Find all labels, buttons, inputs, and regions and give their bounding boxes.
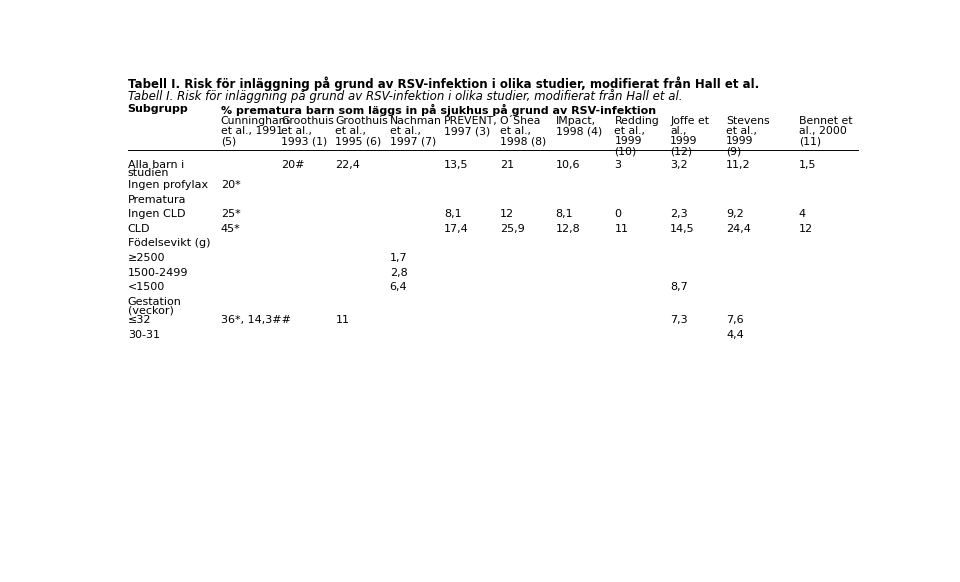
- Text: Prematura: Prematura: [128, 194, 186, 205]
- Text: ≤32: ≤32: [128, 315, 152, 325]
- Text: Groothuis: Groothuis: [335, 116, 388, 126]
- Text: 1999: 1999: [614, 136, 642, 146]
- Text: Nachman: Nachman: [390, 116, 442, 126]
- Text: 11: 11: [335, 315, 349, 325]
- Text: et al.,: et al.,: [614, 126, 645, 136]
- Text: 12: 12: [799, 224, 813, 234]
- Text: IMpact,: IMpact,: [556, 116, 595, 126]
- Text: 11,2: 11,2: [726, 160, 751, 170]
- Text: 11: 11: [614, 224, 629, 234]
- Text: et al.,: et al.,: [726, 126, 757, 136]
- Text: (10): (10): [614, 146, 636, 156]
- Text: et al.,: et al.,: [390, 126, 420, 136]
- Text: 4,4: 4,4: [726, 330, 744, 340]
- Text: 45*: 45*: [221, 224, 241, 234]
- Text: 1997 (3): 1997 (3): [444, 126, 491, 136]
- Text: 7,3: 7,3: [670, 315, 688, 325]
- Text: O´Shea: O´Shea: [500, 116, 541, 126]
- Text: 12,8: 12,8: [556, 224, 580, 234]
- Text: 6,4: 6,4: [390, 282, 407, 292]
- Text: PREVENT,: PREVENT,: [444, 116, 497, 126]
- Text: 3,2: 3,2: [670, 160, 688, 170]
- Text: Subgrupp: Subgrupp: [128, 104, 188, 113]
- Text: 2,3: 2,3: [670, 209, 688, 219]
- Text: et al., 1991: et al., 1991: [221, 126, 283, 136]
- Text: 17,4: 17,4: [444, 224, 468, 234]
- Text: 1,7: 1,7: [390, 253, 407, 263]
- Text: Ingen profylax: Ingen profylax: [128, 180, 208, 190]
- Text: 22,4: 22,4: [335, 160, 360, 170]
- Text: 8,1: 8,1: [444, 209, 462, 219]
- Text: 1998 (4): 1998 (4): [556, 126, 602, 136]
- Text: Ingen CLD: Ingen CLD: [128, 209, 185, 219]
- Text: 7,6: 7,6: [726, 315, 744, 325]
- Text: ≥2500: ≥2500: [128, 253, 165, 263]
- Text: (9): (9): [726, 146, 741, 156]
- Text: et al.,: et al.,: [335, 126, 367, 136]
- Text: (11): (11): [799, 136, 821, 146]
- Text: Stevens: Stevens: [726, 116, 770, 126]
- Text: 1998 (8): 1998 (8): [500, 136, 546, 146]
- Text: 25,9: 25,9: [500, 224, 524, 234]
- Text: Gestation: Gestation: [128, 297, 181, 307]
- Text: et al.,: et al.,: [281, 126, 312, 136]
- Text: Redding: Redding: [614, 116, 660, 126]
- Text: Tabell I. Risk för inläggning på grund av RSV-infektion i olika studier, modifie: Tabell I. Risk för inläggning på grund a…: [128, 76, 759, 91]
- Text: 20*: 20*: [221, 180, 241, 190]
- Text: 0: 0: [614, 209, 621, 219]
- Text: 1993 (1): 1993 (1): [281, 136, 327, 146]
- Text: et al.,: et al.,: [500, 126, 531, 136]
- Text: 36*, 14,3##: 36*, 14,3##: [221, 315, 291, 325]
- Text: 24,4: 24,4: [726, 224, 751, 234]
- Text: 1999: 1999: [670, 136, 698, 146]
- Text: 14,5: 14,5: [670, 224, 695, 234]
- Text: 1500-2499: 1500-2499: [128, 268, 188, 278]
- Text: Cunningham: Cunningham: [221, 116, 290, 126]
- Text: (5): (5): [221, 136, 236, 146]
- Text: 25*: 25*: [221, 209, 241, 219]
- Text: 12: 12: [500, 209, 514, 219]
- Text: 30-31: 30-31: [128, 330, 159, 340]
- Text: Joffe et: Joffe et: [670, 116, 709, 126]
- Text: (veckor): (veckor): [128, 306, 174, 315]
- Text: 9,2: 9,2: [726, 209, 744, 219]
- Text: Födelsevikt (g): Födelsevikt (g): [128, 239, 210, 249]
- Text: al., 2000: al., 2000: [799, 126, 847, 136]
- Text: studien: studien: [128, 168, 169, 179]
- Text: 1999: 1999: [726, 136, 754, 146]
- Text: Bennet et: Bennet et: [799, 116, 852, 126]
- Text: 13,5: 13,5: [444, 160, 468, 170]
- Text: CLD: CLD: [128, 224, 151, 234]
- Text: Alla barn i: Alla barn i: [128, 160, 184, 170]
- Text: 10,6: 10,6: [556, 160, 580, 170]
- Text: 8,1: 8,1: [556, 209, 573, 219]
- Text: 20#: 20#: [281, 160, 304, 170]
- Text: Tabell I. Risk för inläggning på grund av RSV-infektion i olika studier, modifie: Tabell I. Risk för inläggning på grund a…: [128, 89, 683, 103]
- Text: 8,7: 8,7: [670, 282, 688, 292]
- Text: % prematura barn som läggs in på sjukhus på grund av RSV-infektion: % prematura barn som läggs in på sjukhus…: [221, 104, 656, 116]
- Text: 1995 (6): 1995 (6): [335, 136, 382, 146]
- Text: 21: 21: [500, 160, 514, 170]
- Text: <1500: <1500: [128, 282, 165, 292]
- Text: 2,8: 2,8: [390, 268, 407, 278]
- Text: 4: 4: [799, 209, 806, 219]
- Text: 1997 (7): 1997 (7): [390, 136, 436, 146]
- Text: 3: 3: [614, 160, 621, 170]
- Text: al.,: al.,: [670, 126, 686, 136]
- Text: Groothuis: Groothuis: [281, 116, 334, 126]
- Text: 1,5: 1,5: [799, 160, 816, 170]
- Text: (12): (12): [670, 146, 692, 156]
